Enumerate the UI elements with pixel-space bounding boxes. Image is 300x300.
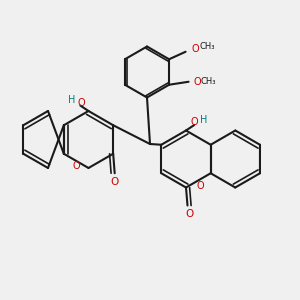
- Text: O: O: [72, 161, 80, 171]
- Text: O: O: [111, 177, 119, 187]
- Text: O: O: [78, 98, 86, 108]
- Text: O: O: [193, 77, 201, 87]
- Text: CH₃: CH₃: [200, 42, 215, 51]
- Text: O: O: [190, 117, 198, 127]
- Text: CH₃: CH₃: [200, 77, 216, 86]
- Text: O: O: [191, 44, 199, 54]
- Text: O: O: [196, 181, 204, 191]
- Text: H: H: [68, 95, 76, 105]
- Text: H: H: [200, 115, 208, 125]
- Text: O: O: [185, 209, 193, 219]
